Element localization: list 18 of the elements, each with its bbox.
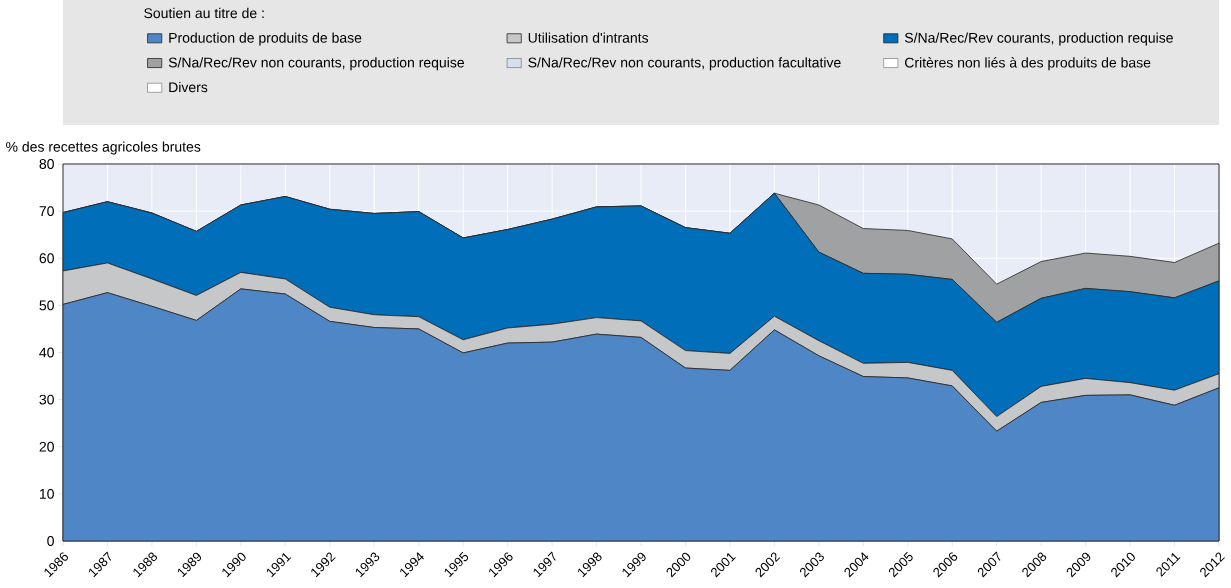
y-tick-label: 0 <box>47 536 54 546</box>
y-tick-label: 50 <box>39 300 54 311</box>
legend-label: S/Na/Rec/Rev courants, production requise <box>904 32 1173 46</box>
y-tick-label: 20 <box>39 441 54 452</box>
legend-label: S/Na/Rec/Rev non courants, production facultative <box>528 57 841 71</box>
legend-label: Divers <box>169 81 208 93</box>
y-tick-label: 30 <box>39 394 54 405</box>
y-tick-label: 80 <box>39 159 54 169</box>
legend-label: S/Na/Rec/Rev non courants, production requise <box>168 57 464 71</box>
y-tick-label: 70 <box>39 206 54 217</box>
y-tick-label: 60 <box>39 253 54 264</box>
legend-label: Critères non liés à des produits de base <box>905 57 1151 71</box>
legend-label: Production de produits de base <box>169 32 362 46</box>
y-tick-label: 10 <box>39 488 54 499</box>
y-axis-title: % des recettes agricoles brutes <box>6 141 201 155</box>
legend-title: Soutien au titre de : <box>144 7 264 19</box>
legend-label: Utilisation d'intrants <box>528 32 649 43</box>
y-tick-label: 40 <box>39 347 54 358</box>
